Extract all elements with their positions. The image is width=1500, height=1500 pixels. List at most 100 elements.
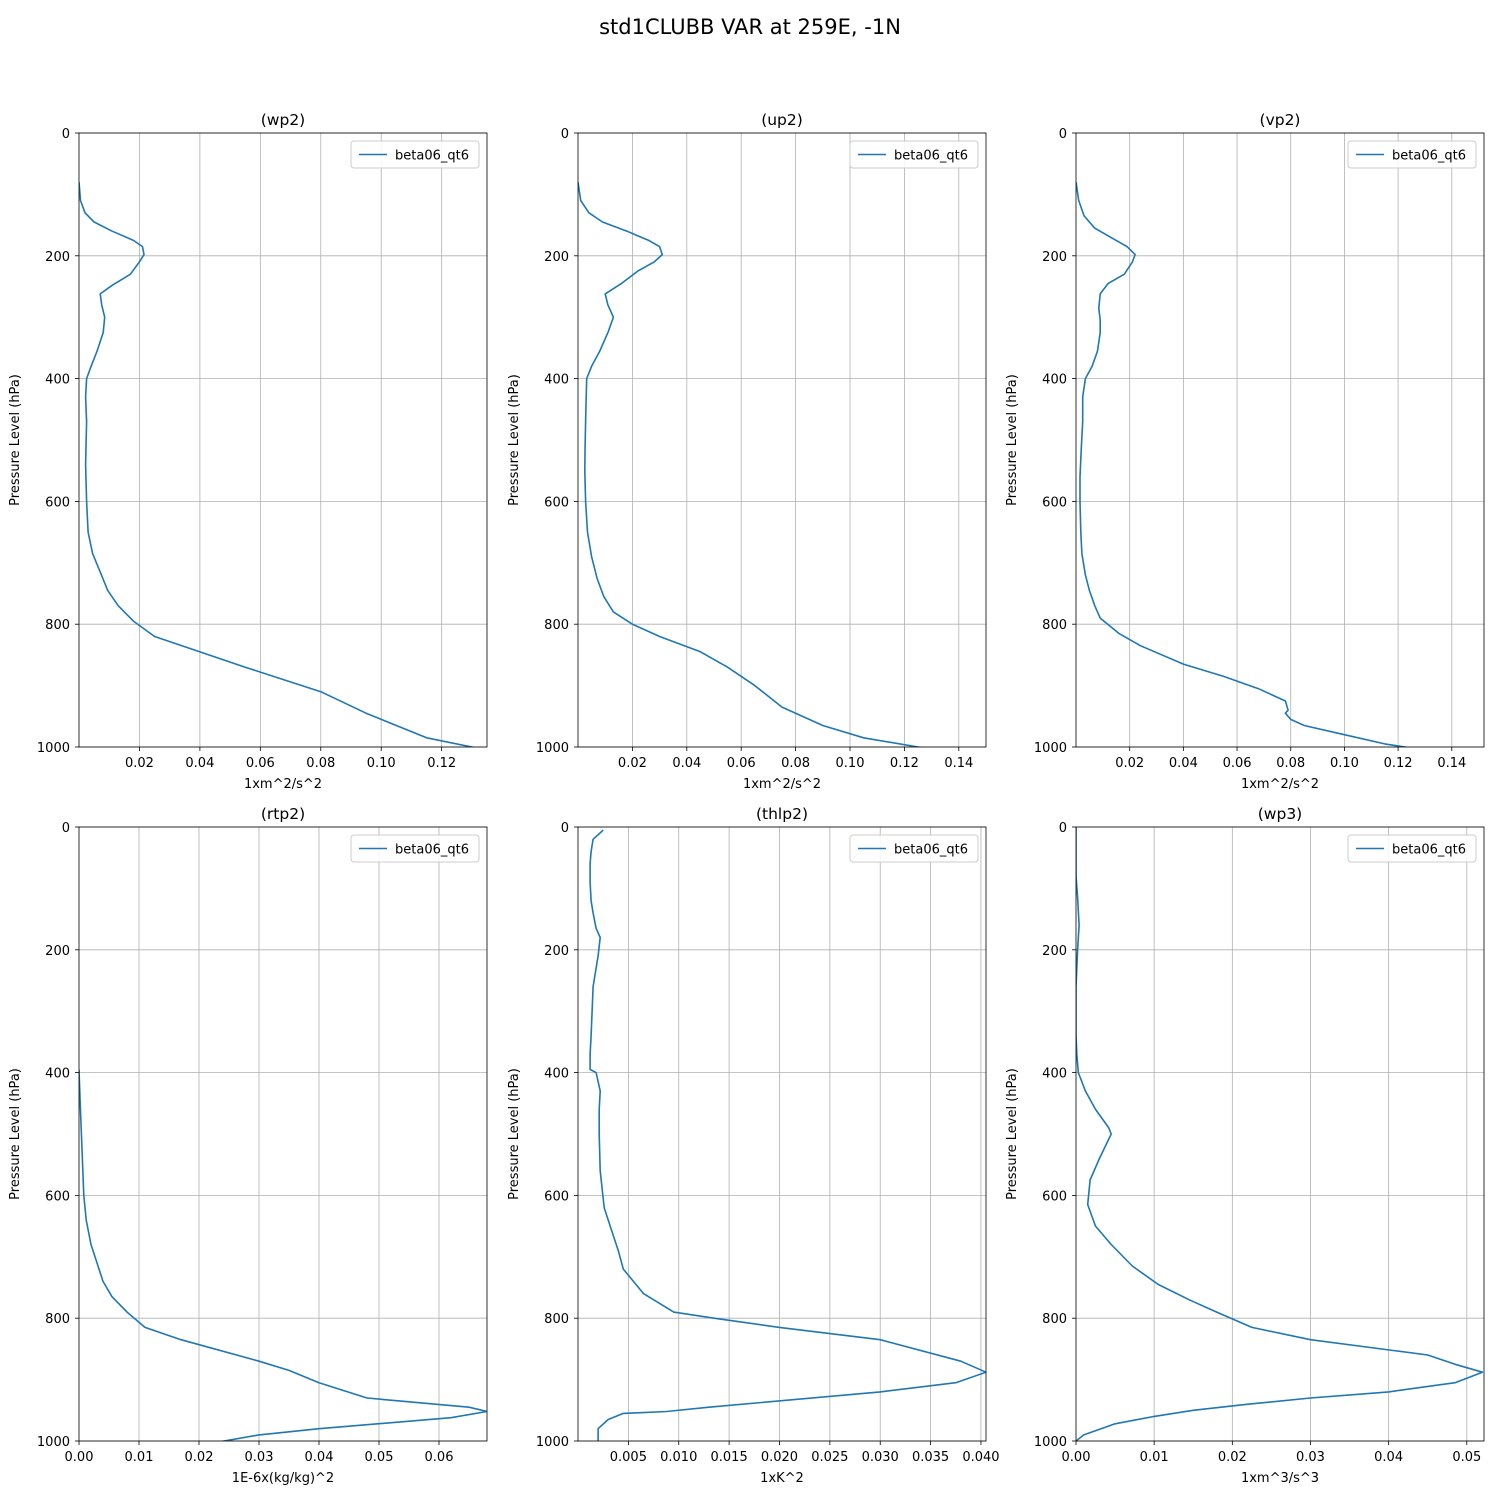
y-tick-label: 800 [544,618,569,633]
y-tick-label: 600 [544,1189,569,1204]
x-tick-label: 0.01 [125,1450,154,1465]
y-tick-label: 400 [1042,373,1067,388]
subplot-4: 0.00 0.01 0.02 0.03 0.04 0.05 0.06 0 200 400 600 80… [8,805,488,1486]
x-tick-label: 0.10 [367,756,396,771]
x-tick-label: 0.02 [125,756,154,771]
legend-box [849,834,979,863]
x-tick-label: 0.040 [962,1450,999,1465]
subplot-5: 0.005 0.010 0.015 0.020 0.025 0.030 0.035 0.040… [507,805,1000,1486]
legend: beta06_qt6 [849,834,979,863]
y-axis-label: Pressure Level (hPa) [8,374,23,506]
x-tick-label: 0.04 [1169,756,1198,771]
y-tick-label: 1000 [37,1435,70,1450]
y-tick-label: 200 [544,944,569,959]
x-tick-label: 0.06 [246,756,275,771]
axes-frame [577,826,987,1442]
legend-label: beta06_qt6 [395,149,469,164]
x-tick-label: 0.03 [245,1450,274,1465]
series-line-beta06_qt6 [1076,181,1411,747]
y-tick-label: 1000 [536,741,569,756]
legend-box [350,834,480,863]
x-tick-label: 0.02 [618,756,647,771]
axes-frame [78,132,488,748]
x-axis-label: 1xm^2/s^2 [743,777,821,792]
legend: beta06_qt6 [350,140,480,169]
y-axis-label: Pressure Level (hPa) [1005,1068,1020,1200]
legend-box [350,140,480,169]
y-tick-label: 0 [561,821,569,836]
y-tick-label: 200 [544,250,569,265]
y-tick-label: 200 [1042,250,1067,265]
x-tick-label: 0.00 [1062,1450,1091,1465]
y-tick-label: 600 [1042,1189,1067,1204]
legend-label: beta06_qt6 [894,149,968,164]
y-tick-label: 600 [1042,495,1067,510]
legend: beta06_qt6 [350,834,480,863]
x-tick-label: 0.08 [1276,756,1305,771]
series-line-beta06_qt6 [79,1069,487,1441]
x-tick-label: 0.14 [944,756,973,771]
subplot-title: (wp2) [261,111,305,129]
subplot-2: 0.02 0.04 0.06 0.08 0.10 0.12 0.14 0 200 400 600 80… [507,111,987,792]
y-axis-label: Pressure Level (hPa) [1005,374,1020,506]
x-axis-label: 1E-6x(kg/kg)^2 [232,1471,334,1486]
y-tick-label: 800 [45,618,70,633]
axes-frame [577,132,987,748]
y-tick-label: 400 [45,1067,70,1082]
x-tick-label: 0.03 [1296,1450,1325,1465]
series-line-beta06_qt6 [79,182,476,747]
series-line-beta06_qt6 [1076,827,1484,1441]
axes-frame [1075,826,1485,1442]
subplot-title: (wp3) [1258,805,1302,823]
x-tick-label: 0.08 [306,756,335,771]
y-tick-label: 400 [1042,1067,1067,1082]
y-tick-label: 0 [1059,127,1067,142]
x-tick-label: 0.10 [1330,756,1359,771]
x-tick-label: 0.06 [1223,756,1252,771]
subplot-3: 0.02 0.04 0.06 0.08 0.10 0.12 0.14 0 200 400 600 80… [1005,111,1485,792]
x-tick-label: 0.08 [781,756,810,771]
x-tick-label: 0.05 [365,1450,394,1465]
y-tick-label: 0 [62,127,70,142]
y-tick-label: 600 [45,1189,70,1204]
y-tick-label: 400 [544,1067,569,1082]
x-tick-label: 0.010 [660,1450,697,1465]
x-tick-label: 0.02 [185,1450,214,1465]
x-tick-label: 0.04 [1374,1450,1403,1465]
x-tick-label: 0.01 [1140,1450,1169,1465]
x-tick-label: 0.02 [1115,756,1144,771]
x-tick-label: 0.06 [727,756,756,771]
legend-label: beta06_qt6 [894,843,968,858]
x-tick-label: 0.035 [912,1450,949,1465]
x-tick-label: 0.025 [811,1450,848,1465]
x-tick-label: 0.015 [711,1450,748,1465]
subplot-title: (thlp2) [756,805,808,823]
x-axis-label: 1xK^2 [760,1471,804,1486]
y-tick-label: 600 [544,495,569,510]
y-tick-label: 1000 [1034,1435,1067,1450]
x-tick-label: 0.06 [425,1450,454,1465]
x-tick-label: 0.12 [1384,756,1413,771]
subplot-title: (up2) [761,111,803,129]
x-tick-label: 0.12 [890,756,919,771]
x-tick-label: 0.14 [1437,756,1466,771]
y-tick-label: 600 [45,495,70,510]
y-axis-label: Pressure Level (hPa) [507,1068,522,1200]
x-tick-label: 0.04 [305,1450,334,1465]
y-tick-label: 400 [45,373,70,388]
y-tick-label: 800 [1042,1312,1067,1327]
x-tick-label: 0.10 [836,756,865,771]
y-tick-label: 0 [62,821,70,836]
x-tick-label: 0.04 [672,756,701,771]
legend-label: beta06_qt6 [1392,843,1466,858]
x-axis-label: 1xm^3/s^3 [1241,1471,1319,1486]
figure-title: std1CLUBB VAR at 259E, -1N [599,15,901,39]
series-line-beta06_qt6 [578,181,926,747]
y-axis-label: Pressure Level (hPa) [507,374,522,506]
legend: beta06_qt6 [849,140,979,169]
y-tick-label: 200 [45,944,70,959]
legend-box [849,140,979,169]
subplot-title: (vp2) [1260,111,1301,129]
x-tick-label: 0.00 [65,1450,94,1465]
